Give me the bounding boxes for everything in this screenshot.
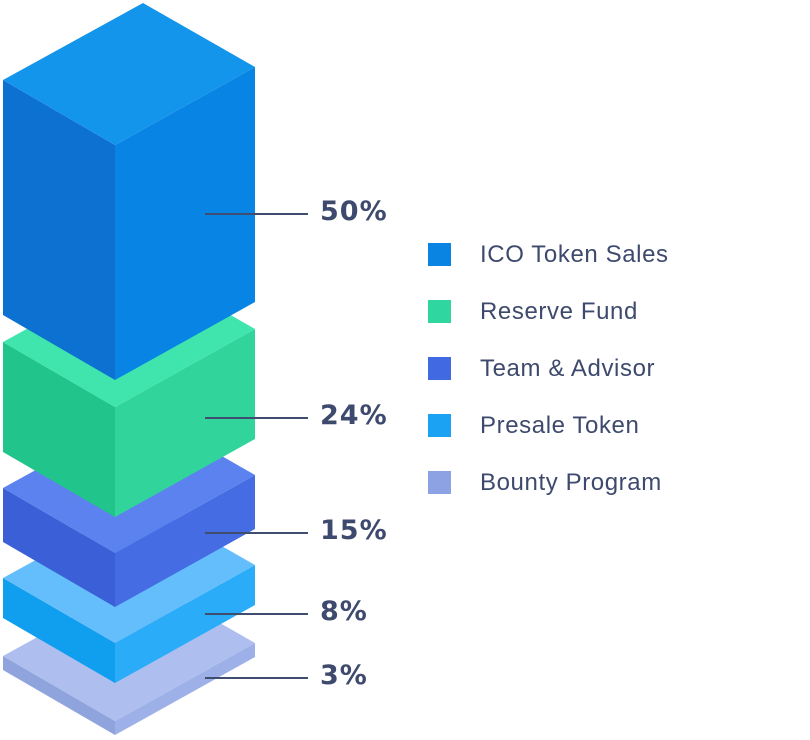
block-ico-token-sales-top-face (3, 3, 255, 145)
value-label-team-advisor: 15% (320, 515, 388, 546)
legend-item-bounty-program: Bounty Program (428, 469, 669, 496)
block-reserve-fund-right-face (115, 329, 255, 517)
value-label-ico-token-sales: 50% (320, 196, 388, 227)
block-presale-token-right-face (115, 565, 255, 683)
value-label-presale-token: 8% (320, 596, 368, 627)
block-presale-token-left-face (3, 578, 115, 683)
legend-swatch-presale-token (428, 414, 451, 437)
block-bounty-program-left-face (3, 656, 115, 735)
block-team-advisor-right-face (115, 475, 255, 607)
block-ico-token-sales-left-face (3, 80, 115, 380)
value-label-reserve-fund: 24% (320, 400, 388, 431)
legend-label-reserve-fund: Reserve Fund (480, 298, 638, 325)
legend-swatch-reserve-fund (428, 300, 451, 323)
legend-label-ico-token-sales: ICO Token Sales (480, 241, 669, 268)
legend: ICO Token Sales Reserve Fund Team & Advi… (428, 243, 669, 528)
block-bounty-program-right-face (115, 643, 255, 735)
legend-item-ico-token-sales: ICO Token Sales (428, 241, 669, 268)
block-ico-token-sales-right-face (115, 67, 255, 380)
legend-swatch-bounty-program (428, 471, 451, 494)
legend-swatch-team-advisor (428, 357, 451, 380)
block-reserve-fund-left-face (3, 342, 115, 517)
legend-swatch-ico-token-sales (428, 243, 451, 266)
legend-label-team-advisor: Team & Advisor (480, 355, 656, 382)
legend-item-presale-token: Presale Token (428, 412, 669, 439)
value-label-bounty-program: 3% (320, 660, 368, 691)
legend-label-presale-token: Presale Token (480, 412, 640, 439)
block-team-advisor-left-face (3, 488, 115, 607)
legend-item-reserve-fund: Reserve Fund (428, 298, 669, 325)
legend-item-team-advisor: Team & Advisor (428, 355, 669, 382)
legend-label-bounty-program: Bounty Program (480, 469, 662, 496)
